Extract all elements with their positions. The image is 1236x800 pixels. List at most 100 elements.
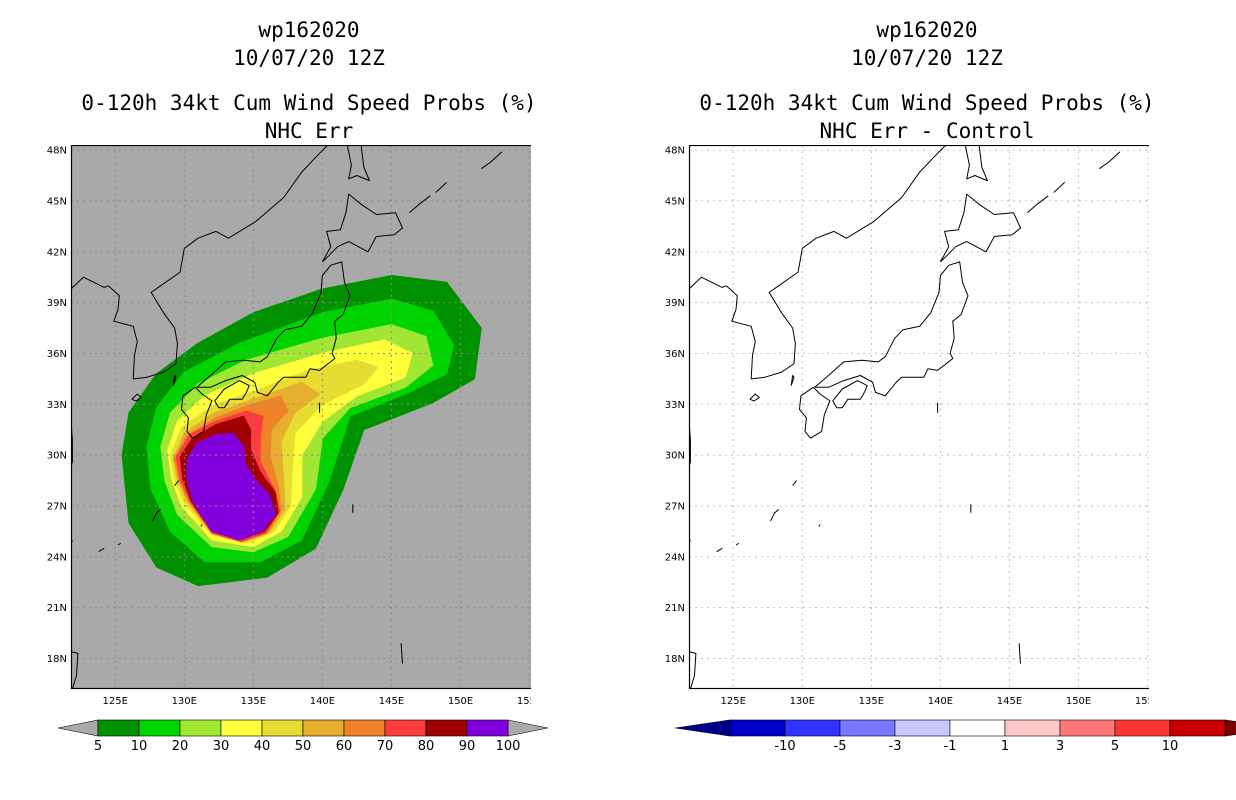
product-title: 0-120h 34kt Cum Wind Speed Probs (%) [699, 91, 1155, 115]
y-tick-label: 36N [665, 349, 685, 360]
y-tick-label: 48N [665, 146, 685, 157]
y-tick-label: 21N [47, 603, 67, 614]
coastline-ryukyu-4 [98, 547, 105, 553]
coastline-kuril-2 [1053, 181, 1066, 193]
coastline-mainland [689, 276, 727, 290]
colorbar-label: -1 [944, 739, 957, 754]
coastline-sakhalin [346, 145, 370, 182]
colorbar-label: 90 [459, 739, 476, 754]
coastline-sakhalin [964, 145, 988, 182]
colorbar-box [261, 719, 304, 737]
colorbar-label: 5 [1111, 739, 1119, 754]
storm-id: wp162020 [258, 18, 360, 42]
coastline-kuril-3 [1099, 151, 1121, 170]
colorbar-under-triangle [674, 719, 731, 737]
forecast-time: 10/07/20 12Z [851, 46, 1003, 70]
x-tick-label: 130E [172, 696, 197, 707]
x-tick-label: 130E [790, 696, 815, 707]
colorbar-svg: -10 -5 -3 -1 1 3 5 10 [674, 719, 1236, 754]
coastline-marianas [1018, 643, 1021, 664]
coastline-korea [107, 248, 185, 380]
colorbar-box [466, 719, 509, 737]
colorbar-box [220, 719, 263, 737]
y-tick-label: 18N [47, 654, 67, 665]
coastline-ryukyu-2 [152, 509, 162, 522]
coastline-tsushima [172, 375, 177, 386]
prob-contour-90 [186, 432, 276, 541]
colorbar-label: 5 [94, 739, 102, 754]
coastline-russia [184, 145, 329, 249]
colorbar-under-triangle [57, 719, 99, 737]
colorbar: 5 10 20 30 40 50 60 70 80 90 100 [0, 716, 618, 760]
y-tick-label: 42N [665, 247, 685, 258]
coastline-ryukyu-4 [716, 547, 723, 553]
coastline-kyushu [799, 386, 831, 439]
y-tick-label: 27N [665, 501, 685, 512]
x-tick-label: 150E [448, 696, 473, 707]
y-tick-label: 45N [665, 196, 685, 207]
y-tick-label: 48N [47, 146, 67, 157]
y-tick-label: 30N [665, 451, 685, 462]
y-tick-label: 30N [47, 451, 67, 462]
y-tick-label: 24N [665, 552, 685, 563]
colorbar-label: 20 [172, 739, 189, 754]
y-tick-label: 39N [665, 298, 685, 309]
colorbar-label: 70 [377, 739, 394, 754]
coastline-ryukyu-1 [174, 480, 180, 486]
coastline-marianas [400, 643, 403, 664]
coastline-daito [200, 524, 203, 527]
forecast-time: 10/07/20 12Z [233, 46, 385, 70]
colorbar-svg: 5 10 20 30 40 50 60 70 80 90 100 [57, 719, 549, 754]
colorbar-box [179, 719, 222, 737]
coastline-luzon [689, 651, 697, 689]
colorbar-box [97, 719, 140, 737]
colorbar-box [1004, 719, 1061, 737]
colorbar-label: 1 [1001, 739, 1009, 754]
coastline-kuril-1 [409, 195, 431, 214]
colorbar-box [1114, 719, 1171, 737]
panel-nhc-err-minus-control: wp162020 10/07/20 12Z 0-120h 34kt Cum Wi… [618, 0, 1236, 800]
colorbar-box [839, 719, 896, 737]
experiment-label: NHC Err [264, 119, 354, 143]
coastline-ryukyu-3 [735, 542, 739, 546]
experiment-label: NHC Err - Control [819, 119, 1035, 143]
coastline-kuril-2 [435, 181, 448, 193]
x-tick-label: 155E [517, 696, 531, 707]
map-svg: 125E 130E 135E 140E 145E 150E 155E 18N 21N 24N 27N… [665, 145, 1149, 707]
colorbar-box [949, 719, 1006, 737]
colorbar-label: -3 [889, 739, 902, 754]
probability-map: 125E 130E 135E 140E 145E 150E 155E 18N 21N 24N 27N… [47, 145, 531, 711]
colorbar-label: -10 [774, 739, 795, 754]
colorbar-label: 80 [418, 739, 435, 754]
colorbar-box [343, 719, 386, 737]
y-tick-label: 21N [665, 603, 685, 614]
colorbar-label: 3 [1056, 739, 1064, 754]
x-tick-label: 140E [928, 696, 953, 707]
x-tick-label: 125E [103, 696, 128, 707]
y-tick-label: 33N [665, 400, 685, 411]
colorbar-box [384, 719, 427, 737]
coastline-tsushima [790, 375, 795, 386]
x-tick-label: 135E [241, 696, 266, 707]
x-tick-label: 145E [997, 696, 1022, 707]
colorbar-over-triangle [1224, 719, 1236, 737]
y-tick-label: 24N [47, 552, 67, 563]
coastline-kuril-3 [481, 151, 503, 170]
colorbar-over-triangle [507, 719, 549, 737]
coastline-jeju [131, 393, 142, 402]
panel-nhc-err: wp162020 10/07/20 12Z 0-120h 34kt Cum Wi… [0, 18, 618, 760]
storm-id: wp162020 [876, 18, 978, 42]
colorbar-box [425, 719, 468, 737]
coastline-kyushu [181, 386, 213, 439]
coastline-russia [802, 145, 947, 249]
colorbar: -10 -5 -3 -1 1 3 5 10 [618, 716, 1236, 760]
colorbar-box [1059, 719, 1116, 737]
colorbar-label: 10 [131, 739, 148, 754]
x-tick-label: 150E [1066, 696, 1091, 707]
coastline-honshu [814, 261, 969, 397]
map-frame [688, 145, 1149, 690]
coastline-luzon [71, 651, 79, 689]
y-tick-label: 33N [47, 400, 67, 411]
colorbar-box [729, 719, 786, 737]
x-tick-label: 125E [721, 696, 746, 707]
